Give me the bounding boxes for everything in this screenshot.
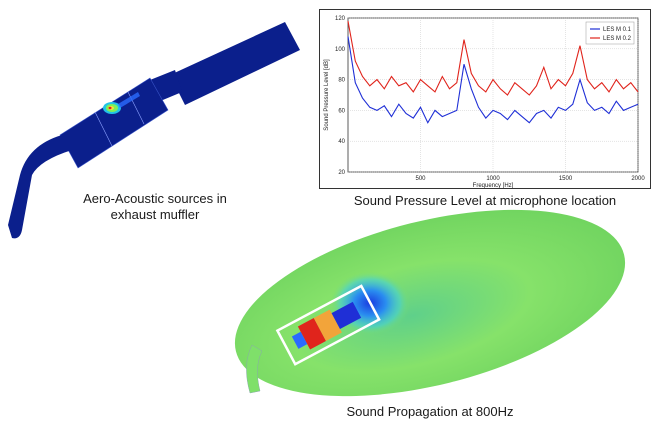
y-tick-label: 80 <box>338 78 345 84</box>
tailpipe <box>170 22 300 105</box>
x-tick-label: 1500 <box>559 176 573 182</box>
x-tick-label: 2000 <box>631 176 645 182</box>
propagation-field <box>234 209 626 397</box>
muffler-caption: Aero-Acoustic sources in exhaust muffler <box>55 191 255 223</box>
inlet-pipe <box>8 135 72 239</box>
series-line-1 <box>347 36 639 124</box>
muffler-caption-line2: exhaust muffler <box>110 207 200 222</box>
y-tick-label: 60 <box>338 108 345 114</box>
field-inlet-pipe <box>246 344 263 394</box>
y-tick-label: 40 <box>338 139 345 145</box>
spl-chart-panel: 20 40 60 80 100 120 500 1000 1500 2000 Frequency [… <box>319 9 651 189</box>
muffler-illustration <box>8 22 300 239</box>
muffler-caption-line1: Aero-Acoustic sources in <box>83 191 227 206</box>
x-axis-label: Frequency [Hz] <box>473 183 514 188</box>
legend-entry: LES M 0.2 <box>603 36 632 42</box>
y-tick-label: 120 <box>335 16 346 22</box>
y-tick-label: 20 <box>338 170 345 176</box>
legend-entry: LES M 0.1 <box>603 27 632 33</box>
field-muffler <box>275 284 381 366</box>
field-ellipse <box>234 209 626 397</box>
spl-caption: Sound Pressure Level at microphone locat… <box>353 193 617 208</box>
series-line-2 <box>347 21 639 96</box>
propagation-caption: Sound Propagation at 800Hz <box>346 404 514 419</box>
x-tick-label: 500 <box>415 176 426 182</box>
y-tick-label: 100 <box>335 47 346 53</box>
acoustic-source-hotspot <box>103 92 140 114</box>
muffler-box <box>59 77 169 169</box>
y-axis-label: Sound Pressure Level [dB] <box>324 59 330 131</box>
spl-chart: 20 40 60 80 100 120 500 1000 1500 2000 Frequency [… <box>324 16 645 189</box>
x-tick-label: 1000 <box>486 176 500 182</box>
